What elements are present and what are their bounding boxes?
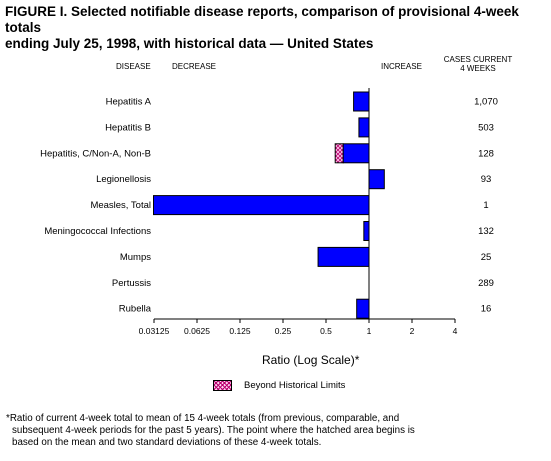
category-label: Rubella bbox=[119, 304, 152, 315]
category-label: Pertussis bbox=[112, 278, 151, 289]
cases-value: 93 bbox=[481, 174, 492, 185]
footnote-line-3: based on the mean and two standard devia… bbox=[12, 437, 322, 448]
footnote-line-2: subsequent 4-week periods for the past 5… bbox=[12, 425, 415, 436]
x-tick-label: 1 bbox=[367, 326, 372, 336]
cases-header-line-2: 4 weeks bbox=[460, 64, 496, 73]
x-axis-label-text: Ratio (Log Scale)* bbox=[262, 353, 360, 367]
decrease-header: Decrease bbox=[172, 62, 217, 71]
ratio-bar bbox=[342, 143, 370, 164]
ratio-bar bbox=[356, 298, 370, 319]
x-tick-label: 0.25 bbox=[275, 326, 292, 336]
legend: Beyond Historical Limits bbox=[213, 380, 345, 391]
cases-value: 25 bbox=[481, 252, 492, 263]
x-tick-label: 2 bbox=[410, 326, 415, 336]
disease-column-header: Disease bbox=[116, 62, 151, 71]
x-tick-label: 4 bbox=[453, 326, 458, 336]
hatched-bar-segment bbox=[334, 143, 344, 164]
x-axis: 0.03125 0.0625 0.125 0.25 0.5 1 2 4 bbox=[139, 88, 458, 336]
category-label: Legionellosis bbox=[96, 174, 151, 185]
cases-value: 128 bbox=[478, 148, 494, 159]
bars-layer bbox=[153, 91, 385, 319]
category-label: Mumps bbox=[120, 252, 151, 263]
category-label: Hepatitis, C/Non-A, Non-B bbox=[40, 148, 151, 159]
x-axis-label: Ratio (Log Scale)* bbox=[262, 353, 359, 367]
figure-title: FIGURE I. Selected notifiable disease re… bbox=[5, 4, 545, 52]
figure-title-line-1: FIGURE I. Selected notifiable disease re… bbox=[5, 4, 519, 35]
footnote: *Ratio of current 4-week total to mean o… bbox=[6, 413, 546, 449]
footnote-line-1: *Ratio of current 4-week total to mean o… bbox=[6, 413, 400, 424]
cases-value: 132 bbox=[478, 226, 494, 237]
labels-layer: Hepatitis A 1,070 Hepatitis B 503 Hepatitis,… bbox=[40, 97, 498, 315]
figure-title-line-2: ending July 25, 1998, with historical da… bbox=[5, 36, 374, 51]
cases-value: 1,070 bbox=[474, 97, 498, 108]
x-tick-label: 0.125 bbox=[229, 326, 251, 336]
x-tick-label: 0.0625 bbox=[184, 326, 210, 336]
legend-label: Beyond Historical Limits bbox=[244, 380, 346, 391]
cases-value: 289 bbox=[478, 278, 494, 289]
category-label: Hepatitis A bbox=[106, 97, 152, 108]
ratio-bar bbox=[317, 246, 370, 267]
cases-value: 16 bbox=[481, 304, 492, 315]
cases-column-header: Cases current 4 weeks bbox=[433, 55, 523, 73]
ratio-bar bbox=[358, 117, 370, 138]
x-tick-label: 0.03125 bbox=[139, 326, 170, 336]
category-label: Measles, Total bbox=[90, 200, 151, 211]
hatched-legend-swatch bbox=[213, 380, 232, 391]
ratio-bar bbox=[153, 195, 370, 216]
ratio-bar bbox=[363, 221, 370, 241]
ratio-bar bbox=[368, 169, 385, 190]
category-label: Meningococcal Infections bbox=[44, 226, 151, 237]
ratio-bar bbox=[353, 91, 370, 112]
cases-value: 1 bbox=[483, 200, 488, 211]
x-tick-label: 0.5 bbox=[320, 326, 332, 336]
increase-header: Increase bbox=[381, 62, 422, 71]
cases-header-line-1: Cases current bbox=[443, 55, 513, 64]
category-label: Hepatitis B bbox=[105, 122, 151, 133]
cases-value: 503 bbox=[478, 122, 494, 133]
